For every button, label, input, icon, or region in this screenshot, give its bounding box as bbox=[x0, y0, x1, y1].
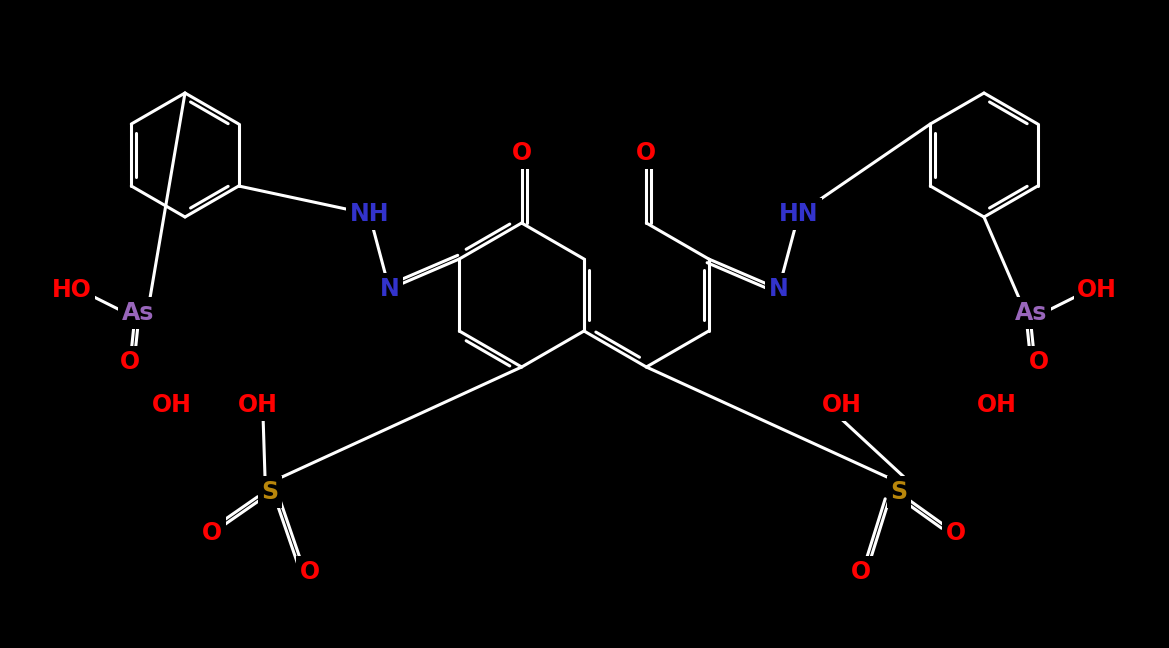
Text: As: As bbox=[1015, 301, 1047, 325]
Text: OH: OH bbox=[152, 393, 192, 417]
Text: O: O bbox=[300, 560, 320, 584]
Text: HN: HN bbox=[779, 202, 818, 226]
Text: OH: OH bbox=[1077, 278, 1116, 302]
Text: N: N bbox=[769, 277, 789, 301]
Text: O: O bbox=[202, 521, 222, 545]
Text: O: O bbox=[636, 141, 657, 165]
Text: OH: OH bbox=[238, 393, 278, 417]
Text: S: S bbox=[262, 480, 278, 504]
Text: S: S bbox=[891, 480, 907, 504]
Text: O: O bbox=[946, 521, 966, 545]
Text: O: O bbox=[851, 560, 871, 584]
Text: NH: NH bbox=[350, 202, 389, 226]
Text: N: N bbox=[380, 277, 399, 301]
Text: As: As bbox=[122, 301, 154, 325]
Text: HO: HO bbox=[53, 278, 92, 302]
Text: O: O bbox=[512, 141, 532, 165]
Text: O: O bbox=[1029, 350, 1049, 374]
Text: OH: OH bbox=[977, 393, 1017, 417]
Text: O: O bbox=[120, 350, 140, 374]
Text: OH: OH bbox=[822, 393, 862, 417]
